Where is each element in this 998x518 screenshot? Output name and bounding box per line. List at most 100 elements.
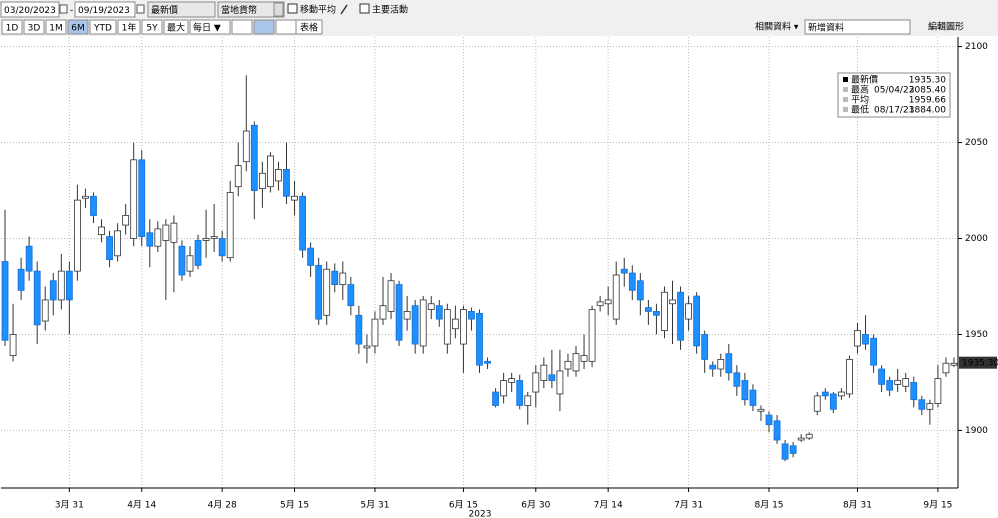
candle-body — [773, 420, 781, 441]
candle-body — [41, 299, 49, 322]
period-button[interactable] — [67, 19, 89, 35]
candle-body — [403, 311, 411, 320]
period-button-label: 1M — [49, 24, 63, 34]
candle-body — [178, 245, 186, 276]
candle-body — [476, 312, 483, 366]
period-button[interactable] — [1, 19, 23, 35]
candle-body — [82, 195, 89, 199]
x-tick-label: 5月 31 — [360, 500, 389, 511]
currency-label: 當地貨幣 — [221, 4, 257, 16]
candle-body — [154, 228, 162, 247]
candle-body — [484, 360, 491, 364]
legend-marker — [843, 87, 848, 92]
candle-body — [950, 362, 958, 366]
candle-body — [604, 299, 612, 305]
candle-body — [106, 236, 113, 261]
period-button[interactable] — [117, 19, 141, 35]
candle-body — [644, 307, 652, 312]
candle-body — [130, 159, 138, 239]
legend-label: 最高 — [851, 84, 869, 96]
candle-body — [524, 395, 532, 406]
end-date-label: 09/19/2023 — [78, 6, 130, 16]
candle-body — [805, 433, 813, 439]
candle-body — [315, 264, 323, 320]
candle-body — [122, 215, 130, 226]
blank-field[interactable] — [253, 19, 275, 35]
blank-field[interactable] — [275, 19, 297, 35]
x-tick-label: 6月 15 — [449, 500, 478, 511]
candle-body — [218, 238, 226, 257]
candle-body — [275, 169, 282, 182]
period-button[interactable] — [141, 19, 163, 35]
price-field[interactable] — [147, 1, 216, 18]
candle-body — [878, 368, 886, 385]
candle-body — [765, 414, 773, 426]
edit-chart-label: 編輯圖形 — [928, 21, 964, 33]
candle-body — [749, 389, 757, 406]
add-data[interactable] — [804, 19, 911, 35]
candle-body — [411, 305, 419, 345]
candle-body — [33, 270, 41, 326]
legend-label: 最低 — [851, 104, 869, 116]
checkbox[interactable] — [359, 3, 370, 14]
candle-body — [540, 364, 548, 381]
period-button-label: 3D — [28, 24, 41, 34]
candle-body — [894, 380, 902, 385]
table-button[interactable] — [295, 19, 323, 35]
pencil-icon — [340, 4, 348, 15]
candle-body — [98, 226, 105, 236]
candle-body — [813, 395, 821, 412]
candle-body — [870, 337, 877, 366]
legend-label: 平均 — [851, 94, 869, 106]
candle-body — [395, 284, 403, 341]
end-date[interactable] — [74, 1, 136, 18]
candle-body — [443, 309, 451, 345]
legend-marker — [843, 107, 848, 112]
legend-value: 1884.00 — [909, 106, 946, 116]
period-button[interactable] — [163, 19, 189, 35]
candle-body — [468, 311, 475, 320]
candle-body — [210, 236, 218, 239]
y-tick-label: 1900 — [965, 426, 988, 436]
legend-marker — [843, 77, 848, 82]
candle-body — [846, 359, 853, 395]
candle-body — [355, 314, 363, 345]
candle-body — [620, 268, 628, 274]
candle-body — [910, 382, 918, 401]
candle-body — [25, 245, 33, 272]
candle-body — [709, 364, 717, 370]
candle-body — [588, 309, 596, 362]
candle-body — [90, 195, 97, 216]
candle-body — [57, 270, 65, 301]
dropdown-arrow — [273, 2, 284, 17]
x-tick-label: 4月 14 — [127, 500, 156, 511]
period-button[interactable] — [23, 19, 45, 35]
period-button-label: 5Y — [146, 24, 158, 34]
date-icon — [136, 4, 145, 14]
candle-body — [886, 380, 894, 391]
period-button[interactable] — [89, 19, 117, 35]
currency[interactable] — [217, 1, 285, 18]
period-button-label: 6M — [71, 24, 85, 34]
frequency-label: 每日 ▼ — [193, 22, 221, 34]
date-separator: - — [70, 6, 73, 16]
x-tick-label: 4月 28 — [208, 500, 237, 511]
candle-body — [387, 280, 395, 312]
checkbox[interactable] — [287, 3, 298, 14]
candle-body — [371, 318, 379, 347]
period-button[interactable] — [45, 19, 67, 35]
candle-body — [427, 303, 435, 310]
candle-body — [226, 192, 234, 259]
candle-body — [669, 299, 676, 305]
start-date[interactable] — [0, 1, 60, 18]
legend-marker — [843, 97, 848, 102]
x-tick-label: 9月 15 — [923, 500, 952, 511]
candle-body — [186, 255, 194, 272]
blank-field[interactable] — [231, 19, 253, 35]
candle-body — [379, 305, 387, 320]
frequency[interactable] — [189, 19, 231, 35]
candle-body — [323, 268, 331, 316]
candle-body — [299, 195, 306, 251]
candle-body — [862, 334, 869, 345]
candle-body — [451, 318, 459, 330]
